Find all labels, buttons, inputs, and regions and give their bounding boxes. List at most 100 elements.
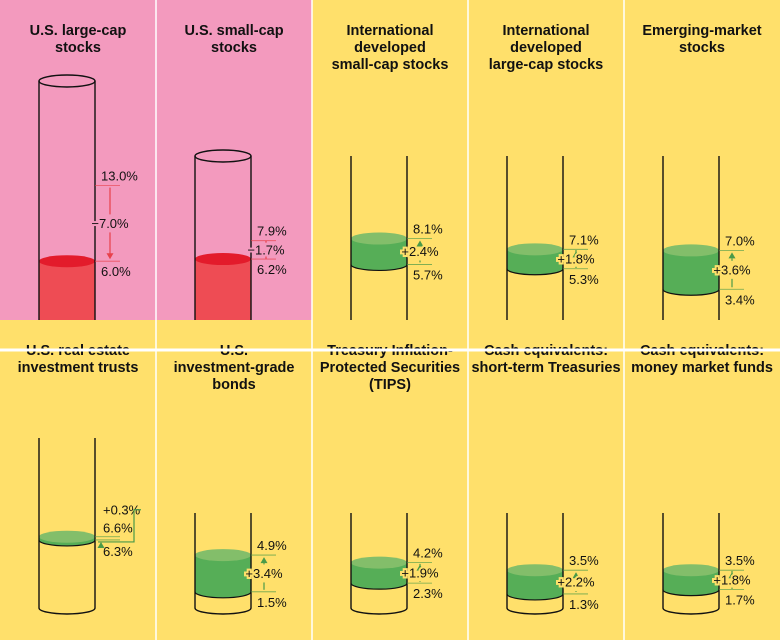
cylinder-liquid-surface [507, 564, 563, 577]
cylinder-liquid-surface [663, 244, 719, 257]
change-arrow-head [260, 557, 268, 564]
cylinder-start-level [194, 591, 252, 599]
bottom-value-label: 6.2% [257, 262, 287, 277]
panel-title-line: Protected Securities [320, 360, 460, 376]
panel-5: Emerging-market stocks 7.0% 3.4% +3.6% [624, 0, 780, 333]
change-arrow-head [262, 251, 270, 258]
change-arrow-head [728, 252, 736, 259]
cylinder-base [38, 607, 96, 615]
cylinder-liquid-surface [507, 243, 563, 256]
cylinder-start-level [38, 539, 96, 547]
cylinder-base [506, 607, 564, 615]
panel-title-line: Emerging-market [642, 23, 761, 39]
change-arrow-head [572, 251, 580, 258]
panel-title-line: International [346, 23, 433, 39]
panel-title-line: investment-grade [174, 360, 295, 376]
cylinder-start-level [662, 289, 720, 296]
cylinder-increase-band [351, 238, 407, 271]
top-value-label: 8.1% [413, 222, 443, 237]
top-value-label: 7.9% [257, 224, 287, 239]
panel-title: Emerging-market stocks [642, 23, 761, 56]
change-label: +2.4% [401, 244, 439, 259]
top-value-label: 4.9% [257, 538, 287, 553]
change-label: +1.8% [713, 572, 751, 587]
change-label: +3.6% [713, 262, 751, 277]
change-arrow-head [106, 253, 114, 260]
panel-title-line: stocks [55, 40, 101, 56]
change-arrow-head [416, 564, 424, 571]
change-arrow-head [97, 541, 105, 548]
cylinder-start-level [506, 593, 564, 601]
bottom-value-label: 1.7% [725, 593, 755, 608]
panel-title: Cash equivalents:money market funds [631, 343, 773, 376]
panel-4: International developed large-cap stocks 7.… [468, 0, 624, 333]
panel-title-line: bonds [212, 377, 256, 393]
panel-title-line: short-term Treasuries [471, 360, 620, 376]
panel-10: Cash equivalents:money market funds 3.5% 1… [624, 320, 780, 640]
cylinder-increase-band [663, 250, 719, 296]
panel-3: International developed small-cap stocks 8.… [312, 0, 468, 333]
panel-title: International developed small-cap stocks [332, 23, 449, 73]
cylinder-start-level [350, 264, 408, 272]
change-bracket [98, 509, 141, 543]
change-label: −7.0% [91, 216, 129, 231]
panel-title-line: large-cap stocks [489, 57, 603, 73]
cylinder-increase-band [663, 570, 719, 596]
cylinder-liquid-surface [351, 556, 407, 569]
panel-title: U.S. real estateinvestment trusts [18, 343, 139, 376]
cylinder-liquid-surface [39, 530, 95, 543]
cylinder-increase-band [507, 570, 563, 600]
cylinder-base [350, 607, 408, 615]
top-value-label: 13.0% [101, 169, 138, 184]
panel-1: U.S. large-cap stocks 13.0% 6.0% −7.0% [0, 0, 156, 333]
top-value-label: 3.5% [569, 553, 599, 568]
top-value-label: 3.5% [725, 553, 755, 568]
panel-9: Cash equivalents:short-term Treasuries 3.… [468, 320, 624, 640]
cylinder-base [194, 607, 252, 615]
panel-title-line: U.S. small-cap [184, 23, 283, 39]
panel-title: International developed large-cap stocks [489, 23, 603, 73]
change-arrow-head [572, 572, 580, 579]
cylinder-start-level [662, 589, 720, 597]
bottom-value-label: 5.7% [413, 267, 443, 282]
panel-title-line: stocks [211, 40, 257, 56]
cylinder-liquid-surface [351, 232, 407, 245]
panel-title-line: stocks [679, 40, 725, 56]
change-label: +3.4% [245, 566, 283, 581]
top-value-label: 7.0% [725, 233, 755, 248]
bottom-value-label: 1.3% [569, 597, 599, 612]
cylinder-liquid-surface [195, 253, 251, 266]
panel-2: U.S. small-cap stocks 7.9% 6.2% −1.7% [156, 0, 312, 333]
panel-title-line: money market funds [631, 360, 773, 376]
cylinder-liquid [39, 261, 95, 332]
cylinder-increase-band [195, 555, 251, 598]
panel-title-line: investment trusts [18, 360, 139, 376]
change-label: +1.8% [557, 252, 595, 267]
top-value-label: 6.6% [103, 521, 133, 536]
panel-title: U.S. large-cap stocks [30, 23, 127, 56]
cylinder-rim [38, 74, 96, 88]
panel-title-line: small-cap stocks [332, 57, 449, 73]
cylinder-liquid-surface [39, 255, 95, 268]
cylinder-liquid-surface [195, 549, 251, 562]
top-value-label: 4.2% [413, 546, 443, 561]
cylinder-liquid [195, 259, 251, 332]
bottom-value-label: 1.5% [257, 595, 287, 610]
change-label: −1.7% [247, 242, 285, 257]
cylinder-base [662, 607, 720, 615]
bottom-value-label: 2.3% [413, 586, 443, 601]
top-value-label: 7.1% [569, 232, 599, 247]
bottom-value-label: 5.3% [569, 272, 599, 287]
cylinder-start-level [506, 268, 564, 276]
bottom-value-label: 6.0% [101, 264, 131, 279]
change-label: +0.3% [103, 503, 141, 518]
cylinder-increase-band [351, 562, 407, 590]
cylinder-increase-band [507, 249, 563, 275]
change-label: +1.9% [401, 565, 439, 580]
change-arrow-head [416, 240, 424, 247]
panel-background [0, 320, 156, 640]
change-label: +2.2% [557, 575, 595, 590]
panel-title-line: International [502, 23, 589, 39]
